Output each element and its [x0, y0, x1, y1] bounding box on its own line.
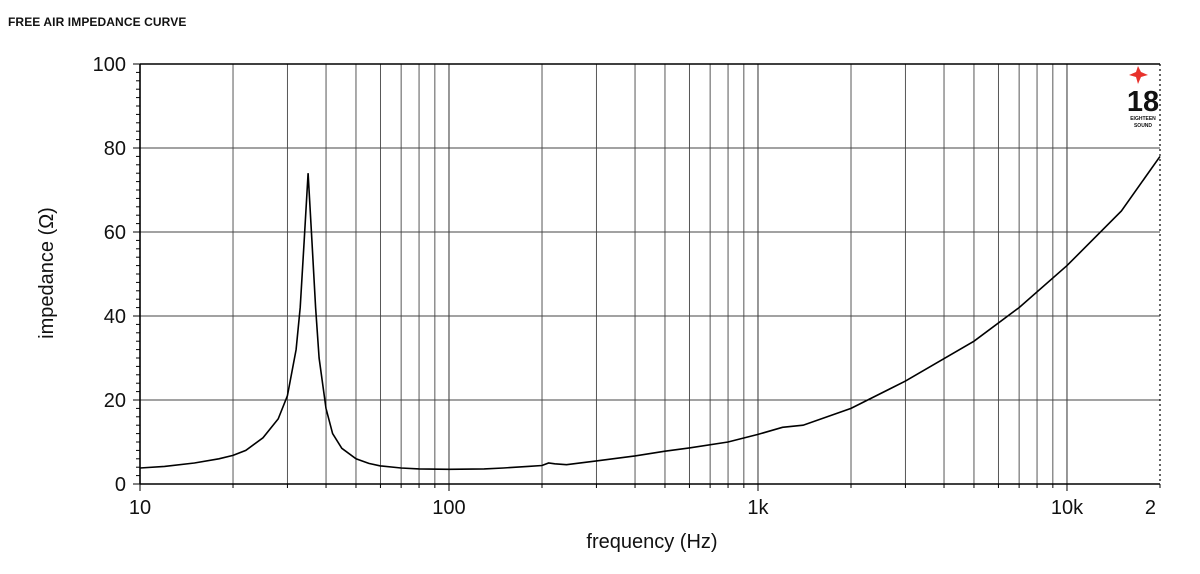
y-tick-label: 40 [104, 306, 126, 328]
logo-line1: EIGHTEEN [1130, 116, 1156, 122]
x-axis-label: frequency (Hz) [586, 531, 717, 553]
y-tick-label: 100 [93, 54, 126, 76]
y-tick-label: 20 [104, 390, 126, 412]
x-tick-label: 1k [747, 497, 769, 519]
y-tick-label: 80 [104, 138, 126, 160]
y-tick-label: 60 [104, 222, 126, 244]
logo-star-icon [1129, 66, 1148, 84]
logo-line2: SOUND [1134, 123, 1152, 129]
tick-labels: 0 20 40 60 80 100 10 100 1k 10k 2 [93, 54, 1156, 519]
impedance-curve [139, 155, 1161, 471]
x-tick-label: 100 [432, 497, 465, 519]
x-tick-label: 10 [129, 497, 151, 519]
chart-title: FREE AIR IMPEDANCE CURVE [8, 15, 187, 29]
logo-number: 18 [1127, 86, 1159, 118]
grid [140, 64, 1160, 484]
y-tick-label: 0 [115, 474, 126, 496]
x-tick-label: 2 [1145, 497, 1156, 519]
brand-logo: 18 EIGHTEEN SOUND [1127, 66, 1159, 129]
x-tick-label: 10k [1051, 497, 1084, 519]
plot-frame [139, 63, 1161, 485]
y-axis-label: impedance (Ω) [36, 207, 58, 339]
